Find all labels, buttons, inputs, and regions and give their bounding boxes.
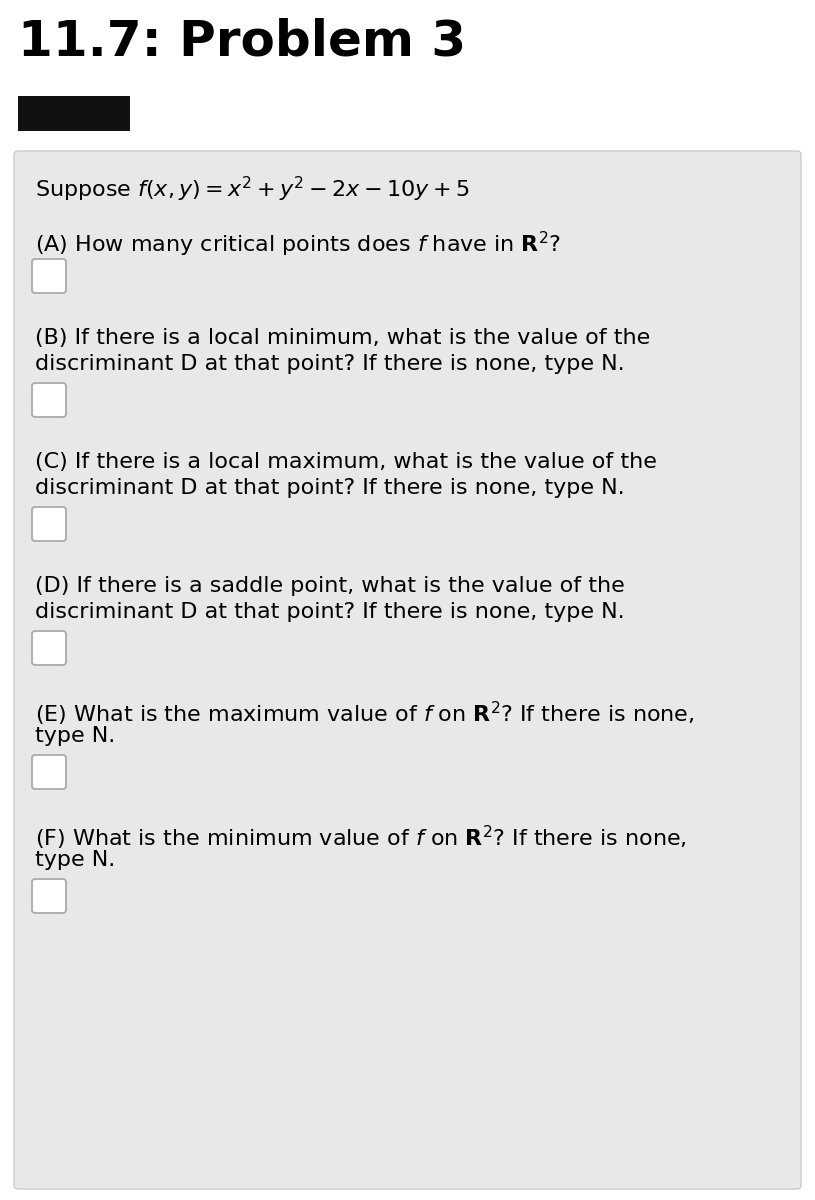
- Text: discriminant D at that point? If there is none, type N.: discriminant D at that point? If there i…: [35, 602, 624, 622]
- Text: discriminant D at that point? If there is none, type N.: discriminant D at that point? If there i…: [35, 354, 624, 374]
- Text: type N.: type N.: [35, 850, 115, 870]
- FancyBboxPatch shape: [32, 631, 66, 665]
- Text: (B) If there is a local minimum, what is the value of the: (B) If there is a local minimum, what is…: [35, 328, 650, 348]
- Text: (F) What is the minimum value of $f$ on $\mathbf{R}^2$? If there is none,: (F) What is the minimum value of $f$ on …: [35, 824, 687, 852]
- FancyBboxPatch shape: [32, 755, 66, 790]
- FancyBboxPatch shape: [32, 383, 66, 416]
- FancyBboxPatch shape: [14, 151, 801, 1189]
- Text: type N.: type N.: [35, 726, 115, 746]
- Text: (C) If there is a local maximum, what is the value of the: (C) If there is a local maximum, what is…: [35, 452, 657, 472]
- Text: (A) How many critical points does $f$ have in $\mathbf{R}^2$?: (A) How many critical points does $f$ ha…: [35, 230, 561, 259]
- FancyBboxPatch shape: [32, 259, 66, 293]
- Text: (E) What is the maximum value of $f$ on $\mathbf{R}^2$? If there is none,: (E) What is the maximum value of $f$ on …: [35, 700, 694, 728]
- Text: Suppose $f(x, y) = x^2 + y^2 - 2x - 10y + 5$: Suppose $f(x, y) = x^2 + y^2 - 2x - 10y …: [35, 175, 469, 204]
- Text: 11.7: Problem 3: 11.7: Problem 3: [18, 18, 466, 66]
- FancyBboxPatch shape: [32, 506, 66, 541]
- Text: discriminant D at that point? If there is none, type N.: discriminant D at that point? If there i…: [35, 478, 624, 498]
- FancyBboxPatch shape: [18, 96, 130, 131]
- Text: (D) If there is a saddle point, what is the value of the: (D) If there is a saddle point, what is …: [35, 576, 625, 596]
- FancyBboxPatch shape: [32, 878, 66, 913]
